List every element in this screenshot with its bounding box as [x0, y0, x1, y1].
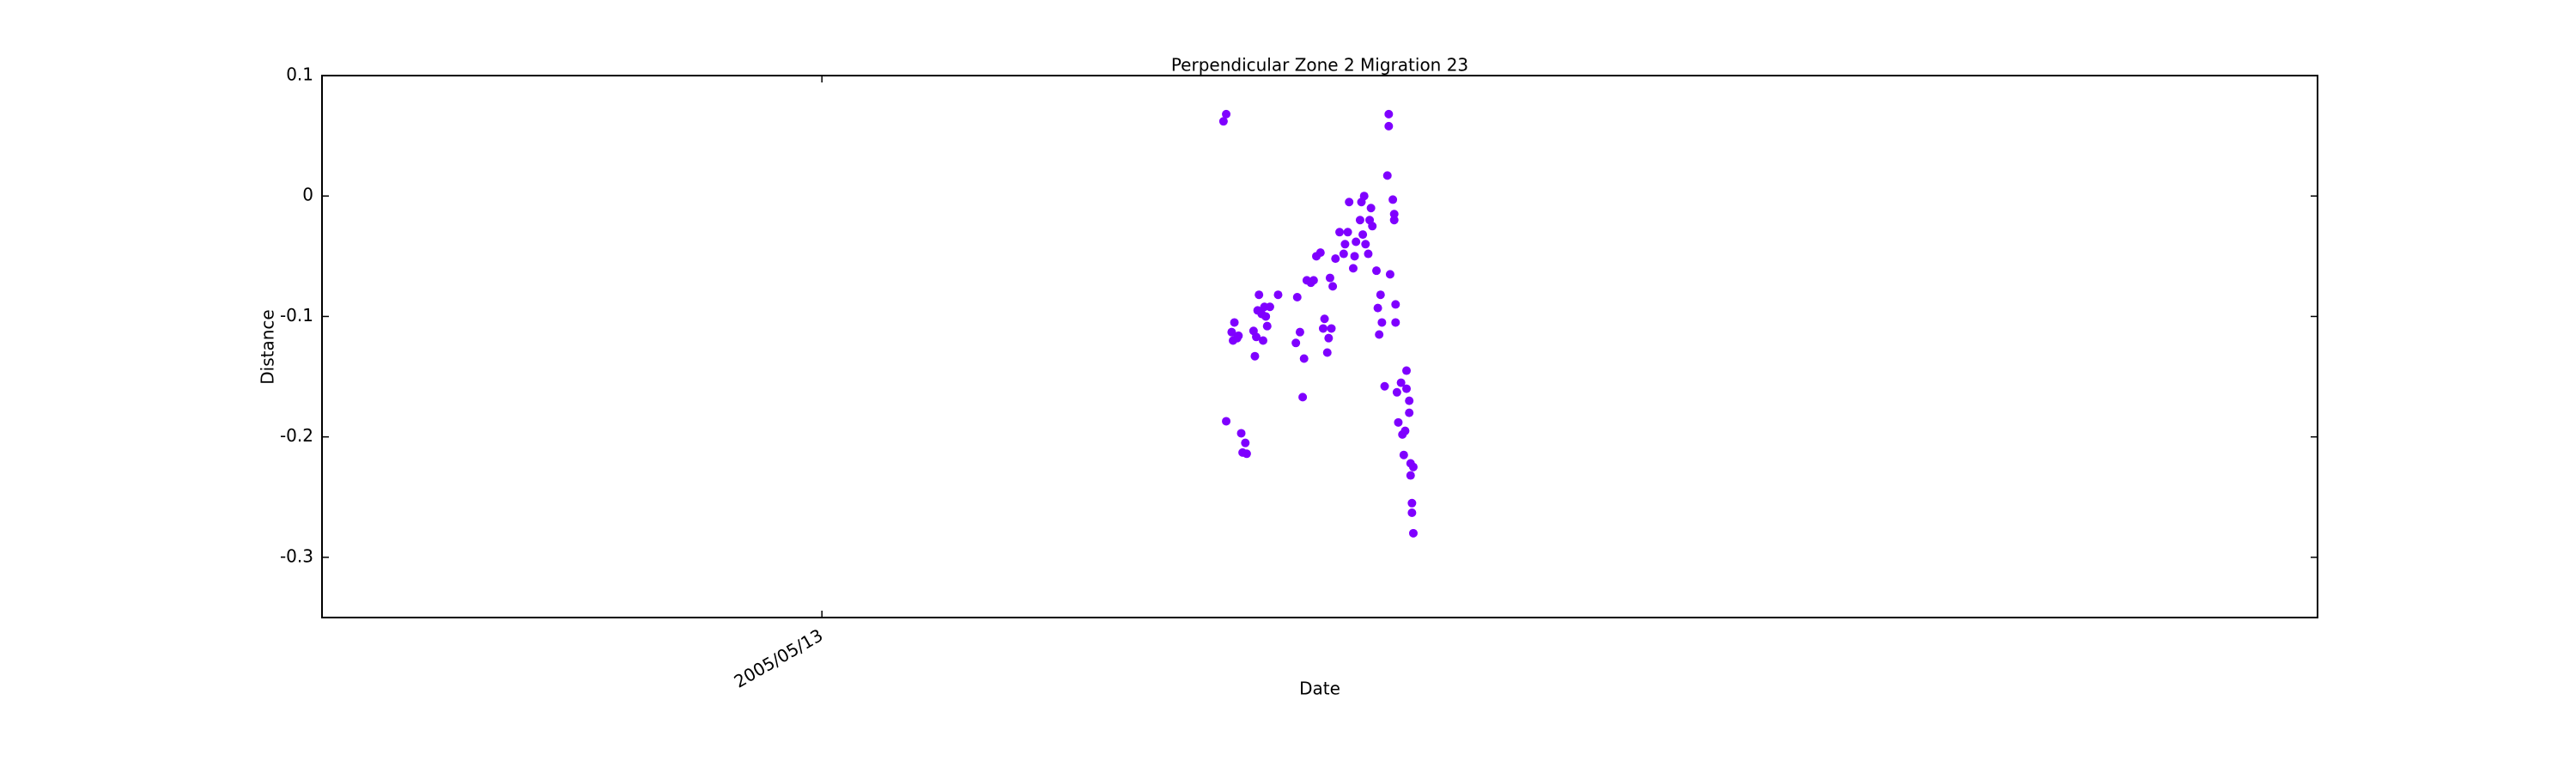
point [1227, 327, 1236, 337]
point [1241, 438, 1250, 447]
point [1399, 450, 1408, 460]
point [1320, 314, 1329, 324]
point [1318, 324, 1327, 333]
point [1258, 336, 1267, 345]
x-tick-label: 2005/05/13 [731, 624, 827, 691]
point [1327, 324, 1336, 333]
point [1355, 216, 1364, 225]
point [1407, 498, 1417, 508]
point [1364, 249, 1373, 259]
point [1385, 270, 1394, 279]
point [1265, 302, 1274, 312]
point [1299, 354, 1309, 363]
point [1405, 396, 1414, 405]
point [1358, 230, 1368, 240]
point [1407, 508, 1417, 518]
point [1234, 331, 1243, 340]
point [1402, 366, 1412, 375]
point [1230, 318, 1239, 327]
point [1375, 330, 1384, 339]
point [1406, 471, 1415, 480]
point [1339, 249, 1348, 259]
point [1298, 393, 1308, 402]
point [1391, 300, 1400, 309]
point [1372, 266, 1382, 276]
point [1389, 216, 1399, 225]
point [1255, 290, 1264, 300]
point [1377, 318, 1387, 327]
point [1382, 171, 1392, 180]
point [1261, 312, 1271, 321]
point [1408, 462, 1418, 472]
point [1392, 387, 1401, 397]
point [1384, 109, 1394, 119]
point [1376, 290, 1385, 300]
point [1359, 192, 1369, 201]
point [1250, 351, 1260, 361]
point [1352, 237, 1361, 247]
point [1408, 528, 1418, 538]
point [1324, 333, 1334, 343]
plot-frame [321, 75, 2318, 618]
point [1335, 228, 1345, 237]
point [1366, 204, 1376, 213]
point [1405, 408, 1414, 417]
y-tick-label: -0.1 [280, 305, 313, 326]
point [1236, 429, 1246, 438]
point [1345, 198, 1354, 207]
y-tick-label: -0.2 [280, 425, 313, 446]
x-axis-label: Date [1299, 679, 1340, 699]
point [1295, 327, 1304, 337]
point [1242, 449, 1251, 459]
point [1222, 109, 1231, 119]
point [1343, 228, 1352, 237]
point [1368, 222, 1377, 231]
point [1291, 338, 1301, 348]
point [1396, 378, 1406, 387]
point [1384, 121, 1394, 131]
y-tick-label: 0.1 [286, 64, 313, 85]
point [1252, 332, 1261, 342]
point [1322, 348, 1332, 357]
point [1222, 417, 1231, 426]
point [1292, 293, 1302, 302]
chart-title: Perpendicular Zone 2 Migration 23 [1171, 55, 1468, 76]
point [1391, 318, 1400, 327]
point [1394, 417, 1403, 427]
point [1361, 240, 1370, 249]
point [1402, 384, 1412, 393]
point [1340, 240, 1350, 249]
point [1388, 195, 1398, 204]
y-axis-label: Distance [258, 309, 278, 384]
y-tick-label: -0.3 [280, 545, 313, 566]
point [1400, 426, 1410, 435]
point [1373, 303, 1382, 313]
point [1328, 282, 1338, 291]
point [1309, 276, 1318, 285]
point [1331, 254, 1340, 264]
point [1348, 264, 1358, 273]
point [1325, 273, 1334, 283]
point [1273, 290, 1283, 300]
point [1380, 381, 1389, 391]
point [1218, 117, 1228, 126]
point [1315, 248, 1325, 258]
y-tick-label: 0 [302, 185, 313, 205]
point [1350, 252, 1359, 261]
point [1389, 210, 1399, 219]
point [1262, 321, 1272, 331]
